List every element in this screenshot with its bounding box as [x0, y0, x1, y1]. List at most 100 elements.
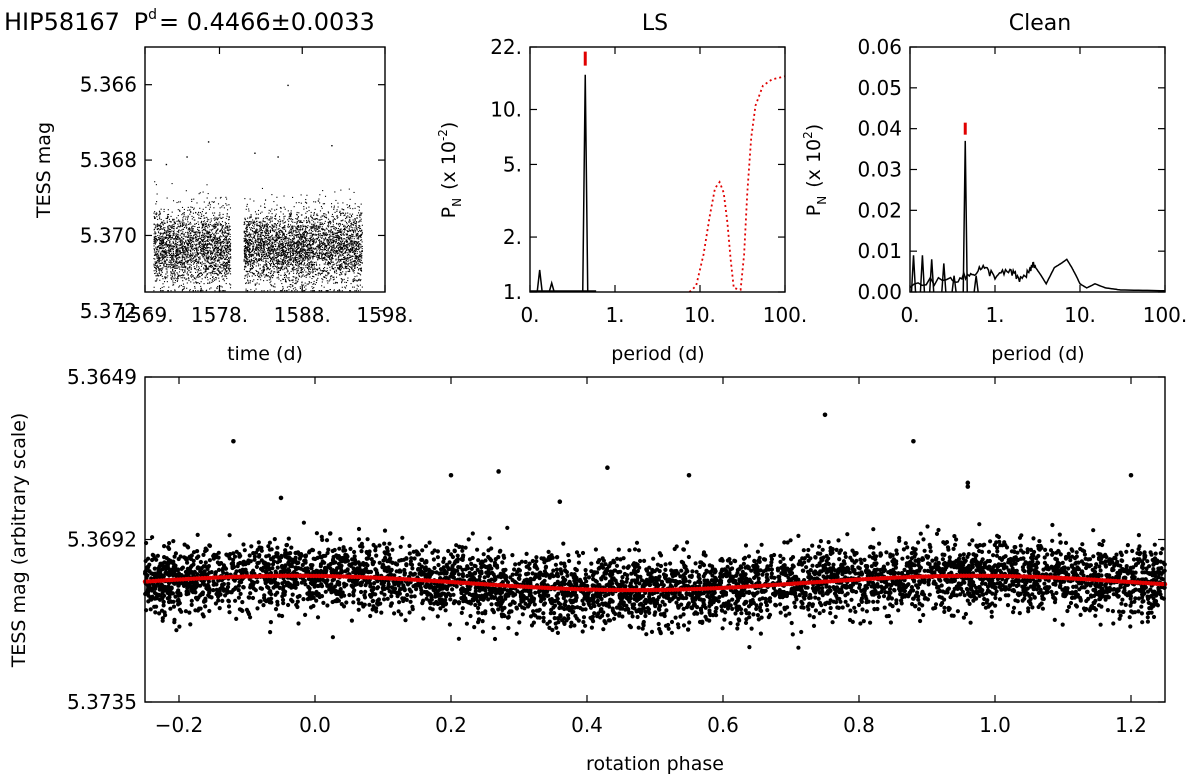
lightcurve-point [245, 251, 247, 253]
lightcurve-point [174, 274, 176, 276]
lightcurve-point [344, 281, 346, 283]
lightcurve-point [193, 256, 195, 258]
lightcurve-point [195, 244, 197, 246]
lightcurve-point [284, 253, 286, 255]
lightcurve-point [207, 239, 209, 241]
lightcurve-point [162, 232, 164, 234]
lightcurve-point [220, 251, 222, 253]
lightcurve-point [311, 225, 313, 227]
lightcurve-point [301, 255, 303, 257]
lightcurve-point [278, 244, 280, 246]
lightcurve-point [308, 281, 310, 283]
lightcurve-point [198, 260, 200, 262]
lightcurve-point [176, 235, 178, 238]
lightcurve-point [290, 212, 292, 214]
lightcurve-point [359, 251, 361, 253]
lightcurve-point [298, 231, 300, 233]
lightcurve-point [260, 275, 262, 277]
lightcurve-point [189, 266, 191, 268]
lightcurve-point [318, 219, 320, 221]
lightcurve-point [244, 256, 246, 258]
lightcurve-point [352, 224, 354, 226]
lightcurve-point [278, 254, 280, 256]
lightcurve-point [247, 250, 249, 253]
lightcurve-point [165, 273, 167, 275]
lightcurve-point [344, 228, 346, 230]
lightcurve-point [213, 239, 215, 241]
lightcurve-point [269, 282, 271, 284]
lightcurve-point [282, 220, 284, 222]
lightcurve-point [167, 216, 169, 218]
lightcurve-point [305, 274, 308, 276]
lightcurve-point [194, 248, 196, 250]
lightcurve-point [198, 212, 200, 214]
lightcurve-point [260, 258, 262, 260]
lightcurve-point [213, 250, 215, 252]
lightcurve-point [188, 279, 190, 282]
lightcurve-point [174, 247, 176, 249]
lightcurve-point [349, 226, 351, 228]
lightcurve-point [328, 225, 330, 227]
lightcurve-point [322, 246, 324, 248]
lightcurve-point [211, 279, 213, 281]
lightcurve-point [346, 245, 348, 247]
lightcurve-point [158, 254, 160, 256]
lightcurve-point [184, 218, 186, 220]
lightcurve-point [329, 276, 332, 278]
lightcurve-point [159, 235, 161, 237]
lightcurve-point [156, 264, 158, 266]
lightcurve-point [226, 240, 228, 242]
lightcurve-point [252, 238, 254, 240]
lightcurve-point [208, 243, 210, 245]
lightcurve-point [176, 244, 178, 246]
lightcurve-point [174, 256, 176, 258]
lightcurve-point [172, 265, 175, 267]
lightcurve-point [338, 289, 340, 291]
lightcurve-point [202, 256, 204, 258]
lightcurve-point [216, 218, 218, 220]
lightcurve-point [273, 250, 275, 252]
lightcurve-point [226, 266, 228, 269]
lightcurve-point [343, 209, 345, 211]
lightcurve-point [169, 229, 172, 231]
lightcurve-point [168, 235, 170, 237]
lightcurve-point [219, 216, 221, 218]
lightcurve-point [282, 266, 284, 268]
lightcurve-point [253, 273, 256, 275]
lightcurve-point [183, 263, 185, 265]
lightcurve-point [227, 226, 229, 228]
lightcurve-point [351, 255, 353, 257]
lightcurve-point [344, 274, 346, 276]
lightcurve-point [296, 245, 298, 247]
lightcurve-point [189, 233, 191, 235]
lightcurve-point [310, 245, 312, 247]
lightcurve-point [169, 238, 171, 240]
lightcurve-point [351, 246, 353, 248]
lightcurve-point [291, 220, 293, 222]
lightcurve-point [357, 242, 359, 244]
lightcurve-point [309, 242, 311, 244]
lightcurve-point [177, 248, 179, 251]
lightcurve-point [169, 221, 172, 223]
lightcurve-point [159, 269, 161, 271]
lightcurve-point [349, 254, 351, 256]
lightcurve-point [160, 269, 162, 271]
lightcurve-point [204, 229, 206, 231]
lightcurve-point [292, 288, 294, 290]
lightcurve-point [183, 233, 186, 235]
lightcurve-point [285, 250, 287, 252]
lightcurve-point [200, 217, 202, 220]
lightcurve-point [212, 247, 214, 249]
lightcurve-point [179, 244, 181, 246]
lightcurve-point [221, 290, 223, 292]
lightcurve-point [272, 275, 274, 277]
lightcurve-point [167, 228, 169, 230]
lightcurve-point [169, 248, 171, 250]
lightcurve-point [192, 275, 194, 277]
lightcurve-point [261, 240, 263, 242]
lightcurve-point [252, 261, 254, 263]
lightcurve-point [169, 225, 171, 227]
lightcurve-point [219, 271, 221, 273]
lightcurve-point [195, 240, 197, 242]
lightcurve-point [168, 264, 170, 266]
